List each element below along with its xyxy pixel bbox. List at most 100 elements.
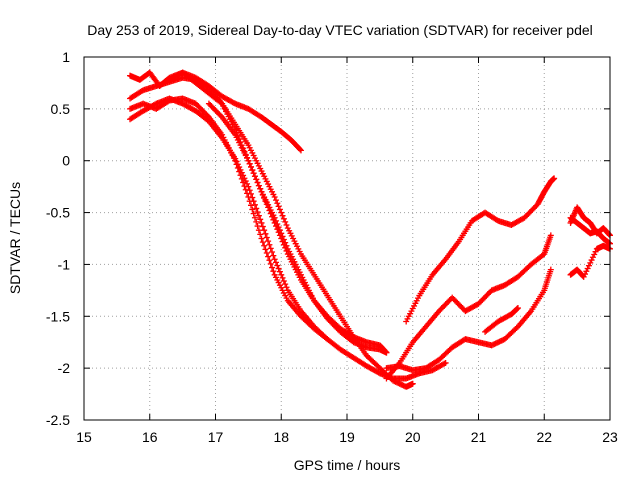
x-tick-label: 17 [208, 429, 224, 445]
data-point-marker [269, 264, 276, 271]
data-point-marker [280, 241, 287, 248]
series-track-12 [567, 214, 613, 247]
data-point-marker [266, 257, 273, 264]
data-point-marker [282, 281, 289, 288]
x-tick-label: 16 [142, 429, 158, 445]
data-point-marker [253, 176, 260, 183]
data-point-marker [253, 205, 260, 212]
data-point-marker [261, 227, 268, 234]
data-point-marker [279, 212, 286, 219]
x-tick-label: 22 [536, 429, 552, 445]
data-point-marker [282, 244, 289, 251]
data-point-marker [255, 212, 262, 219]
data-point-marker [278, 271, 285, 278]
data-point-marker [266, 241, 273, 248]
data-point-marker [262, 230, 269, 237]
data-point-marker [279, 274, 286, 281]
data-point-marker [259, 191, 266, 198]
data-point-marker [249, 206, 256, 213]
data-point-marker [261, 195, 268, 202]
data-point-marker [283, 284, 290, 291]
data-point-marker [257, 185, 264, 192]
data-point-marker [282, 218, 289, 225]
data-point-marker [297, 147, 304, 154]
x-tick-label: 15 [76, 429, 92, 445]
series-track-7 [403, 175, 558, 325]
data-point-marker [296, 146, 303, 153]
data-point-marker [258, 235, 265, 242]
data-point-marker [257, 231, 264, 238]
data-point-marker [254, 209, 261, 216]
data-series [127, 69, 613, 390]
y-tick-label: -1.5 [46, 308, 70, 324]
series-track-8 [383, 232, 554, 382]
x-tick-label: 21 [471, 429, 487, 445]
data-point-marker [244, 180, 251, 187]
data-point-marker [238, 169, 245, 176]
series-track-5 [166, 69, 416, 390]
data-point-marker [259, 239, 266, 246]
data-point-marker [262, 198, 269, 205]
data-point-marker [275, 229, 282, 236]
data-point-marker [582, 271, 589, 278]
data-point-marker [249, 167, 256, 174]
data-point-marker [276, 232, 283, 239]
data-point-marker [242, 178, 249, 185]
data-point-marker [250, 170, 257, 177]
data-point-marker [255, 182, 262, 189]
data-point-marker [217, 112, 224, 119]
x-tick-label: 19 [339, 429, 355, 445]
data-point-marker [441, 360, 448, 367]
data-point-marker [233, 158, 240, 165]
data-point-marker [585, 262, 592, 269]
data-point-marker [591, 251, 598, 258]
data-point-marker [592, 248, 599, 255]
data-point-marker [253, 218, 260, 225]
series-track-6 [205, 100, 390, 356]
data-point-marker [241, 175, 248, 182]
data-point-marker [240, 172, 247, 179]
data-point-marker [270, 268, 277, 275]
data-point-marker [276, 268, 283, 275]
data-point-marker [251, 173, 258, 180]
data-point-marker [280, 215, 287, 222]
data-point-marker [275, 265, 282, 272]
data-point-marker [272, 197, 279, 204]
data-point-marker [270, 216, 277, 223]
data-point-marker [234, 161, 241, 168]
y-tick-label: -1 [58, 256, 71, 272]
data-point-marker [246, 187, 253, 194]
data-point-marker [236, 164, 243, 171]
data-point-marker [271, 256, 278, 263]
data-point-marker [254, 223, 261, 230]
data-point-marker [258, 188, 265, 195]
data-point-marker [246, 160, 253, 167]
data-point-marker [250, 198, 257, 205]
data-point-marker [263, 250, 270, 257]
data-point-marker [266, 207, 273, 214]
data-point-marker [588, 257, 595, 264]
axes: 15 16 17 18 19 20 21 22 23 1 0.5 0 -0.5 -1 -1.5 -2 -2.5 [46, 49, 618, 445]
y-tick-label: -0.5 [46, 205, 70, 221]
data-point-marker [547, 266, 554, 273]
data-point-marker [245, 183, 252, 190]
y-tick-label: 1 [62, 49, 70, 65]
data-point-marker [271, 194, 278, 201]
series-track-13 [567, 242, 613, 280]
data-point-marker [263, 201, 270, 208]
data-point-marker [254, 179, 261, 186]
data-point-marker [245, 157, 252, 164]
data-point-marker [262, 246, 269, 253]
y-tick-label: 0.5 [51, 101, 71, 117]
data-point-marker [265, 204, 272, 211]
data-point-marker [606, 231, 613, 238]
data-point-marker [217, 99, 224, 106]
data-point-marker [274, 226, 281, 233]
x-tick-label: 18 [273, 429, 289, 445]
data-point-marker [278, 235, 285, 242]
data-point-marker [276, 206, 283, 213]
y-axis-label: SDTVAR / TECUs [7, 182, 23, 294]
data-point-marker [261, 242, 268, 249]
data-point-marker [283, 247, 290, 254]
data-point-marker [269, 248, 276, 255]
